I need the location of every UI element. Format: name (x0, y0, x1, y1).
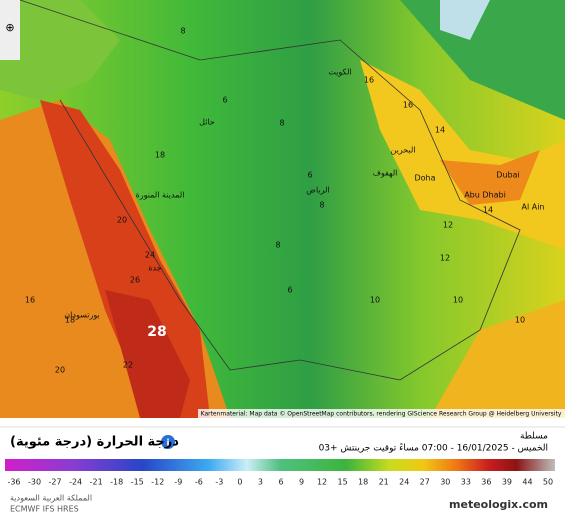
temp-value: 8 (319, 201, 324, 210)
temp-value: 6 (287, 286, 292, 295)
colorbar-label: 33 (461, 478, 471, 487)
temp-value: 20 (55, 366, 65, 375)
city-label: جدة (148, 264, 161, 273)
temp-value: 18 (155, 151, 165, 160)
temp-value: 10 (370, 296, 380, 305)
gulf-warm (360, 60, 565, 250)
colorbar-label: -3 (215, 478, 223, 487)
temp-value: 14 (435, 126, 445, 135)
colorbar-label: 27 (420, 478, 430, 487)
temp-value: 16 (25, 296, 35, 305)
colorbar-label: -36 (7, 478, 20, 487)
city-label: بورتسودان (64, 311, 99, 320)
panel-title: درجة الحرارة (درجة مئوية) (10, 435, 179, 450)
model: ECMWF IFS HRES (10, 505, 79, 514)
temp-value: 24 (145, 251, 155, 260)
colorbar-label: -6 (195, 478, 203, 487)
city-label: الرياض (306, 186, 329, 195)
city-label: المدينة المنورة (136, 191, 185, 200)
colorbar-label: 21 (379, 478, 389, 487)
colorbar-label: -30 (28, 478, 41, 487)
location: مسلطة (520, 432, 548, 442)
datetime: الخميس - 16/01/2025 - 07:00 مساءً توقيت … (319, 443, 548, 454)
cold-area (440, 0, 490, 40)
region: المملكة العربية السعودية (10, 494, 92, 503)
temp-value: 16 (364, 76, 374, 85)
city-label: Al Ain (521, 203, 544, 212)
attribution: Kartenmaterial: Map data © OpenStreetMap… (201, 411, 562, 418)
temp-value: 8 (279, 119, 284, 128)
temp-value: 10 (515, 316, 525, 325)
colorbar-label: -27 (49, 478, 62, 487)
colorbar-label: 6 (278, 478, 283, 487)
colorbar-label: -9 (174, 478, 182, 487)
temp-value: 16 (403, 101, 413, 110)
colorbar-label: 50 (543, 478, 553, 487)
temp-value: 10 (453, 296, 463, 305)
info-icon[interactable] (161, 435, 175, 449)
colorbar-label: -15 (131, 478, 144, 487)
temp-value: 14 (483, 206, 493, 215)
colorbar-label: 36 (481, 478, 491, 487)
city-label: Abu Dhabi (464, 191, 506, 200)
city-label: الهفوف (373, 169, 398, 178)
temp-value: 6 (307, 171, 312, 180)
city-label: الكويت (328, 68, 351, 77)
colorbar-label: 44 (522, 478, 532, 487)
colorbar-label: 9 (299, 478, 304, 487)
colorbar-label: 39 (502, 478, 512, 487)
attribution-bg (198, 409, 565, 418)
city-label: Doha (414, 174, 435, 183)
colorbar-label: -12 (151, 478, 164, 487)
north-west (0, 0, 120, 100)
temp-value: 8 (180, 27, 185, 36)
zoom-control[interactable] (0, 0, 20, 60)
brand[interactable]: meteologix.com (449, 498, 548, 511)
colorbar (5, 459, 555, 471)
temp-value: 22 (123, 361, 133, 370)
colorbar-label: 12 (317, 478, 327, 487)
city-label: حائل (199, 118, 215, 127)
border (19, 0, 521, 381)
zoom-icon[interactable]: ⊕ (5, 21, 14, 34)
colorbar-label: 18 (358, 478, 368, 487)
uae-warm (440, 150, 540, 205)
colorbar-label: -24 (69, 478, 82, 487)
city-label: Dubai (496, 171, 519, 180)
temp-value: 18 (65, 316, 75, 325)
oman-south (430, 300, 565, 418)
city-label: البحرين (391, 146, 416, 155)
colorbar-label: 3 (258, 478, 263, 487)
colorbar-label: 24 (399, 478, 409, 487)
colorbar-label: -18 (110, 478, 123, 487)
temp-value: 20 (117, 216, 127, 225)
colorbar-label: 15 (338, 478, 348, 487)
temp-value: 6 (222, 96, 227, 105)
colorbar-label: 0 (237, 478, 242, 487)
temp-value: 8 (275, 241, 280, 250)
temp-max: 28 (147, 324, 166, 340)
colorbar-label: 30 (440, 478, 450, 487)
temp-value: 12 (440, 254, 450, 263)
info-i[interactable]: i (166, 439, 169, 449)
red-sea-south (105, 290, 190, 418)
temp-value: 12 (443, 221, 453, 230)
temp-value: 26 (130, 276, 140, 285)
colorbar-label: -21 (90, 478, 103, 487)
